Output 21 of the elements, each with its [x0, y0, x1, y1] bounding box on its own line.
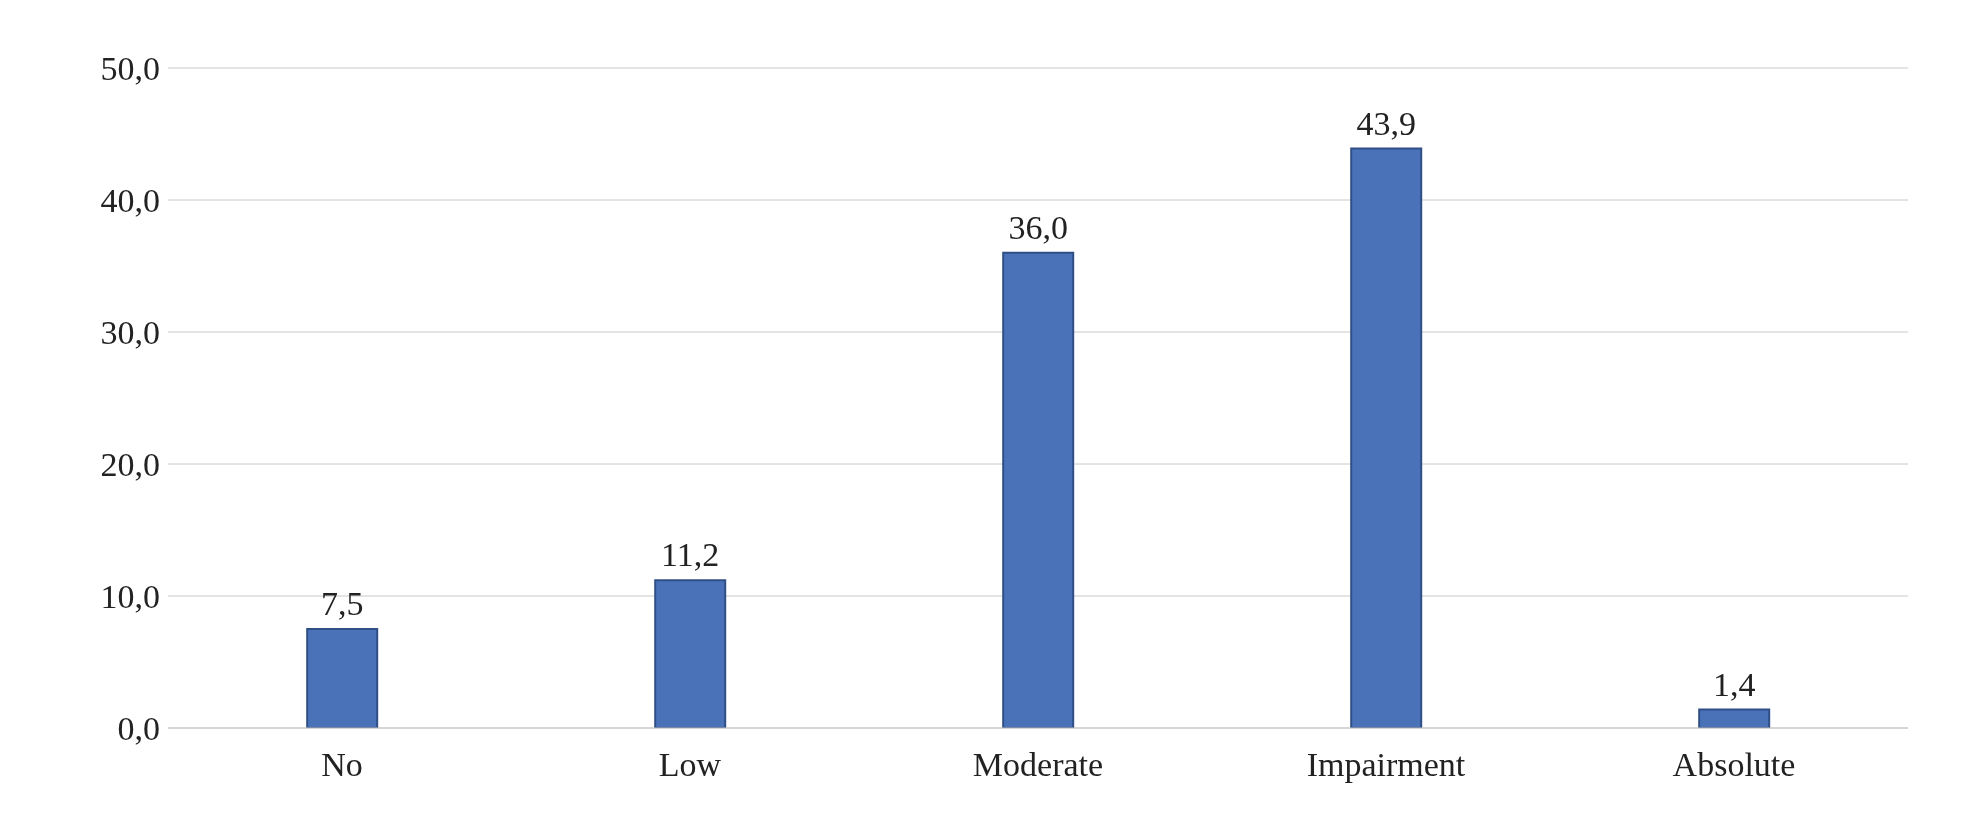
- bar: [654, 579, 727, 728]
- x-tick-label: Absolute: [1672, 746, 1796, 784]
- data-label: 11,2: [661, 536, 720, 574]
- x-tick-label: Low: [658, 746, 722, 784]
- x-tick-label: Impairment: [1306, 746, 1466, 784]
- bar: [1350, 147, 1423, 728]
- y-tick-label: 50,0: [100, 50, 160, 88]
- x-tick-label: Moderate: [972, 746, 1104, 784]
- data-label: 1,4: [1712, 665, 1756, 703]
- bar: [1698, 708, 1771, 728]
- y-tick-label: 0,0: [117, 710, 160, 748]
- bar: [306, 628, 379, 728]
- data-label: 43,9: [1356, 104, 1416, 142]
- y-tick-label: 20,0: [100, 446, 160, 484]
- data-label: 7,5: [320, 585, 364, 622]
- y-tick-label: 10,0: [100, 578, 160, 616]
- y-tick-label: 30,0: [100, 314, 160, 352]
- x-tick-label: No: [321, 746, 363, 784]
- y-tick-label: 40,0: [100, 182, 160, 220]
- data-label: 36,0: [1008, 208, 1068, 246]
- bar: [1002, 251, 1075, 728]
